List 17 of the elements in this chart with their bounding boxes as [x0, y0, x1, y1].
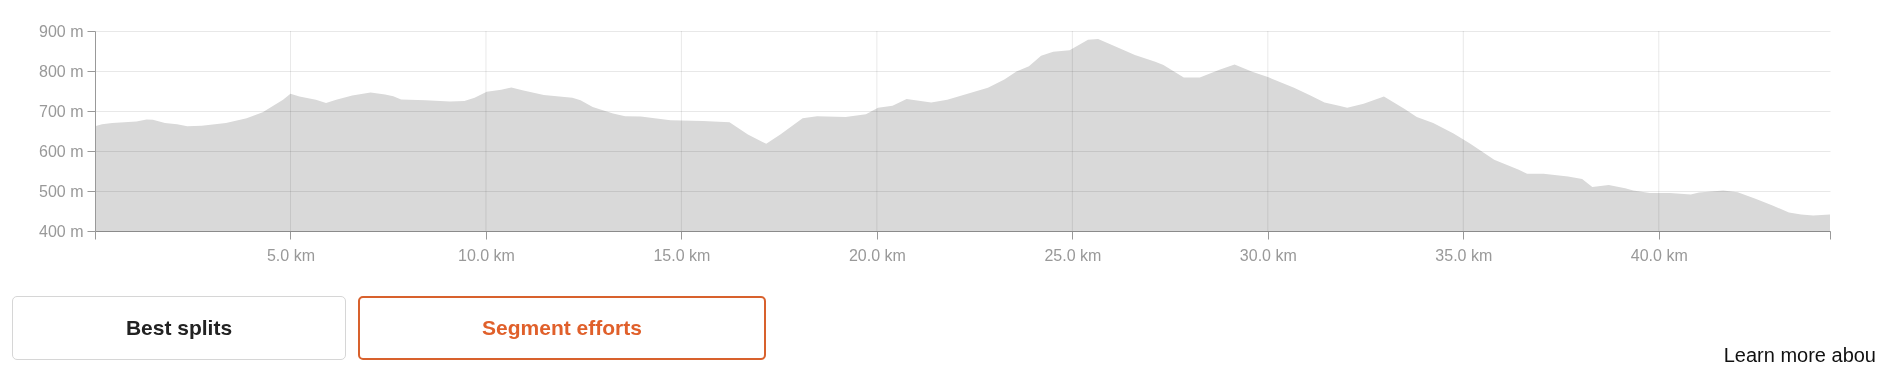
x-tick-label: 15.0 km	[653, 246, 711, 264]
y-tick-label: 900 m	[39, 22, 84, 40]
y-tick-label: 800 m	[39, 62, 84, 80]
x-tick-label: 25.0 km	[1044, 246, 1102, 264]
text: Best splits	[12, 296, 346, 360]
y-tick-label: 400 m	[39, 222, 84, 240]
x-tick-label: 35.0 km	[1435, 246, 1493, 264]
y-tick-label: 700 m	[39, 102, 84, 120]
x-tick-label: 20.0 km	[848, 246, 906, 264]
x-tick-label: 10.0 km	[457, 246, 515, 264]
x-tick-label: 40.0 km	[1630, 246, 1688, 264]
text: Learn more abou	[1723, 344, 1876, 367]
y-tick-label: 600 m	[39, 142, 84, 160]
text: Segment efforts	[358, 296, 766, 360]
y-tick-label: 500 m	[39, 182, 84, 200]
x-tick-label: 30.0 km	[1239, 246, 1297, 264]
x-tick-label: 5.0 km	[266, 246, 315, 264]
